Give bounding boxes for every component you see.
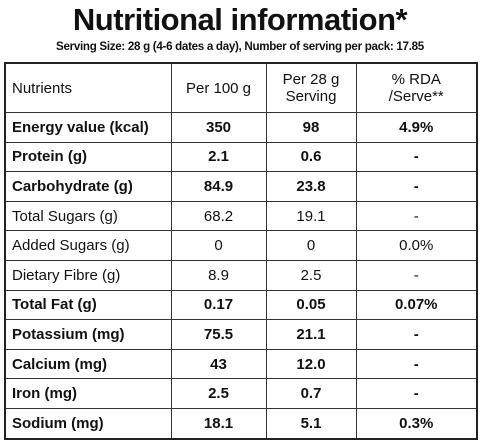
cell-value: 19.1 [265, 200, 357, 232]
cell-value: - [355, 319, 478, 350]
cell-value: - [355, 259, 478, 291]
title: Nutritional information* [72, 2, 408, 37]
table-row: Calcium (mg) 43 12.0- [4, 348, 478, 380]
table-row: Dietary Fibre (g) 8.9 2.5- [4, 259, 478, 291]
cell-value: 350 [170, 112, 267, 143]
cell-value: 23.8 [265, 171, 357, 202]
cell-value: 21.1 [265, 319, 357, 350]
table-row: Carbohydrate (g) 84.9 23.8- [4, 171, 478, 202]
nutrient-name: Energy value (kcal) [4, 112, 172, 143]
cell-value: 2.1 [170, 141, 267, 173]
cell-value: 0 [265, 230, 357, 261]
nutrient-name: Calcium (mg) [4, 348, 172, 380]
cell-value: - [355, 348, 478, 380]
cell-value: 0.3% [355, 407, 478, 440]
cell-value: 0.0% [355, 230, 478, 261]
table-row: Added Sugars (g) 0 0 0.0% [4, 230, 478, 261]
cell-value: 43 [170, 348, 267, 380]
nutrient-name: Protein (g) [4, 141, 172, 173]
table-row: Protein (g) 2.1 0.6- [4, 141, 478, 173]
table-row: Potassium (mg) 75.5 21.1- [4, 319, 478, 350]
table-body: Energy value (kcal) 350 98 4.9% Protein (g) 2… [4, 112, 478, 440]
nutrient-name: Carbohydrate (g) [4, 171, 172, 202]
table-row: Total Fat (g) 0.17 0.05 0.07% [4, 289, 478, 321]
table-row: Total Sugars (g) 68.2 19.1- [4, 200, 478, 232]
cell-value: 8.9 [170, 259, 267, 291]
cell-value: 98 [265, 112, 357, 143]
nutrient-name: Potassium (mg) [4, 319, 172, 350]
cell-value: 84.9 [170, 171, 267, 202]
column-header: Per 28 g Serving [265, 62, 357, 113]
subtitle: Serving Size: 28 g (4-6 dates a day), Nu… [56, 40, 424, 53]
cell-value: 2.5 [170, 378, 267, 409]
cell-value: - [355, 171, 478, 202]
header-row: Nutrients Per 100 g Per 28 g Serving% RDA … [4, 62, 478, 113]
cell-value: 4.9% [355, 112, 478, 143]
nutrient-name: Sodium (mg) [4, 407, 172, 440]
cell-value: 2.5 [265, 259, 357, 291]
cell-value: 75.5 [170, 319, 267, 350]
table-row: Energy value (kcal) 350 98 4.9% [4, 112, 478, 143]
column-header: Nutrients [4, 62, 172, 113]
cell-value: 0 [170, 230, 267, 261]
nutrient-name: Total Fat (g) [4, 289, 172, 321]
cell-value: - [355, 378, 478, 409]
cell-value: 68.2 [170, 200, 267, 232]
cell-value: 18.1 [170, 407, 267, 440]
cell-value: 0.7 [265, 378, 357, 409]
table-row: Sodium (mg) 18.1 5.1 0.3% [4, 407, 478, 440]
nutrient-name: Total Sugars (g) [4, 200, 172, 232]
column-header: Per 100 g [170, 62, 267, 113]
cell-value: 0.05 [265, 289, 357, 321]
cell-value: - [355, 141, 478, 173]
nutrient-name: Added Sugars (g) [4, 230, 172, 261]
nutrient-name: Dietary Fibre (g) [4, 259, 172, 291]
cell-value: 0.6 [265, 141, 357, 173]
cell-value: 12.0 [265, 348, 357, 380]
cell-value: 0.17 [170, 289, 267, 321]
nutrition-table: Nutrients Per 100 g Per 28 g Serving% RDA … [4, 62, 478, 440]
table-row: Iron (mg) 2.5 0.7- [4, 378, 478, 409]
column-header: % RDA /Serve** [355, 62, 478, 113]
cell-value: 0.07% [355, 289, 478, 321]
nutrient-name: Iron (mg) [4, 378, 172, 409]
cell-value: 5.1 [265, 407, 357, 440]
cell-value: - [355, 200, 478, 232]
